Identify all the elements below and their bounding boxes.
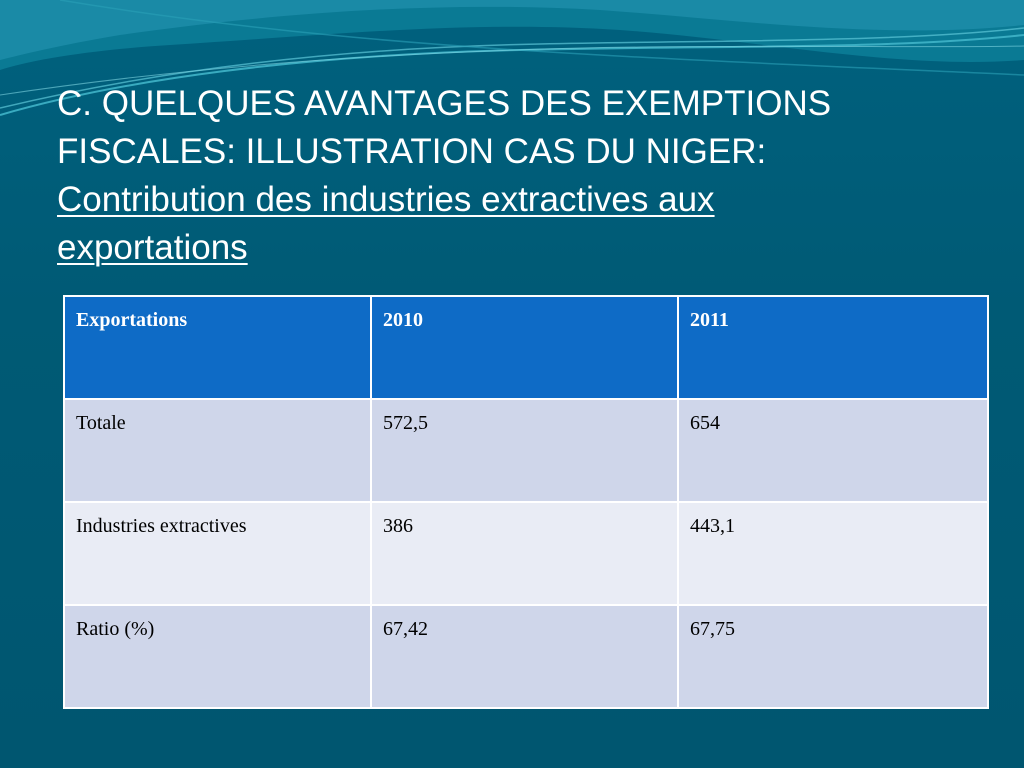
table-header-row: Exportations 2010 2011 <box>63 295 989 400</box>
cell-value-2011: 67,75 <box>677 604 989 709</box>
cell-value-2010: 572,5 <box>370 398 679 503</box>
cell-label: Industries extractives <box>63 501 372 606</box>
exports-table: Exportations 2010 2011 Totale 572,5 654 … <box>63 295 989 709</box>
table-row-industries-extractives: Industries extractives 386 443,1 <box>63 501 989 606</box>
cell-label: Totale <box>63 398 372 503</box>
title-line-2: FISCALES: ILLUSTRATION CAS DU NIGER: <box>57 132 767 171</box>
cell-label: Ratio (%) <box>63 604 372 709</box>
table-row-totale: Totale 572,5 654 <box>63 398 989 503</box>
title-line-1: C. QUELQUES AVANTAGES DES EXEMPTIONS <box>57 84 832 123</box>
subtitle-line-1: Contribution des industries extractives … <box>57 180 715 219</box>
cell-value-2010: 67,42 <box>370 604 679 709</box>
table-row-ratio: Ratio (%) 67,42 67,75 <box>63 604 989 709</box>
header-exportations: Exportations <box>63 295 372 400</box>
header-2011: 2011 <box>677 295 989 400</box>
subtitle-line-2: exportations <box>57 228 248 267</box>
decorative-waves <box>0 0 1024 116</box>
cell-value-2011: 654 <box>677 398 989 503</box>
cell-value-2011: 443,1 <box>677 501 989 606</box>
cell-value-2010: 386 <box>370 501 679 606</box>
slide-title: C. QUELQUES AVANTAGES DES EXEMPTIONS FIS… <box>57 80 997 272</box>
header-2010: 2010 <box>370 295 679 400</box>
